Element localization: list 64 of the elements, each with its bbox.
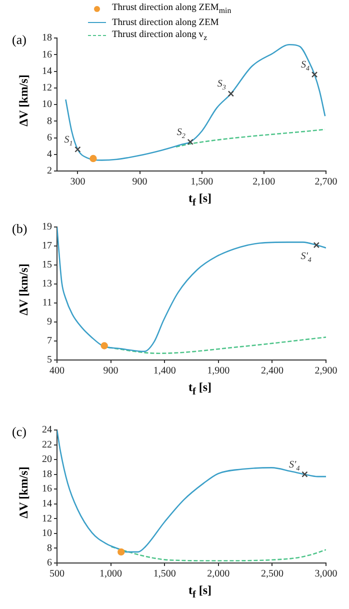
x-tick-label: 2,500 xyxy=(260,568,284,580)
y-axis-title: ΔV [km/s] xyxy=(16,263,32,315)
y-tick-label: 24 xyxy=(42,424,52,436)
y-tick-label: 8 xyxy=(47,116,52,127)
point xyxy=(187,138,194,145)
x-tick-label: 1,000 xyxy=(100,568,122,580)
y-tick-label: 4 xyxy=(47,149,52,160)
y-axis-title: ΔV [km/s] xyxy=(16,466,32,518)
y-tick-label: 18 xyxy=(42,32,52,44)
x-tick-label: 2,100 xyxy=(252,176,276,188)
line-series xyxy=(65,44,326,161)
y-tick-label: 10 xyxy=(42,528,52,540)
y-tick-label: 11 xyxy=(42,298,52,309)
y-tick-label: 16 xyxy=(42,484,52,495)
legend-label: Thrust direction along v$_{z}$ xyxy=(112,28,208,44)
point xyxy=(311,72,318,78)
chart-title: (a) xyxy=(12,32,26,48)
x-tick-label: 2,900 xyxy=(314,366,338,377)
y-tick-label: 20 xyxy=(42,454,52,466)
y-tick-label: 2 xyxy=(47,166,52,177)
y-tick-label: 12 xyxy=(42,513,52,524)
x-tick-label: 1,500 xyxy=(153,568,176,580)
x-tick-label: 900 xyxy=(103,366,118,377)
y-tick-label: 13 xyxy=(42,278,52,290)
x-axis-title: t$_{f}$ [s] xyxy=(188,191,212,208)
y-tick-label: 17 xyxy=(42,240,52,252)
line-series xyxy=(57,227,326,352)
y-tick-label: 12 xyxy=(42,82,52,94)
x-tick-label: 500 xyxy=(50,568,64,580)
x-tick-label: 2,400 xyxy=(260,366,284,377)
point xyxy=(74,146,81,152)
chart-title: (b) xyxy=(12,221,28,237)
x-axis-title: t$_{f}$ [s] xyxy=(188,380,212,398)
point xyxy=(90,154,97,162)
point xyxy=(228,90,234,97)
x-tick-label: 2,000 xyxy=(207,568,230,580)
x-axis-title: t$_{f}$ [s] xyxy=(188,583,212,600)
x-tick-label: 900 xyxy=(132,176,148,188)
x-tick-label: 1,400 xyxy=(153,366,176,377)
y-tick-label: 6 xyxy=(47,132,52,144)
y-tick-label: 6 xyxy=(47,558,52,569)
y-tick-label: 19 xyxy=(42,222,52,233)
x-tick-label: 300 xyxy=(70,176,86,188)
x-tick-label: 1,500 xyxy=(190,176,214,188)
y-tick-label: 18 xyxy=(42,468,52,480)
x-tick-label: 2,700 xyxy=(314,176,338,188)
line-series xyxy=(110,546,326,562)
y-tick-label: 7 xyxy=(47,336,52,347)
y-tick-label: 16 xyxy=(42,49,52,60)
y-tick-label: 5 xyxy=(47,354,52,366)
y-tick-label: 10 xyxy=(42,99,52,110)
y-tick-label: 14 xyxy=(42,66,52,77)
x-tick-label: 3,000 xyxy=(314,568,338,580)
x-tick-label: 400 xyxy=(50,366,64,377)
chart-title: (c) xyxy=(12,424,26,440)
y-tick-label: 22 xyxy=(42,439,52,450)
legend-label: Thrust direction along ZEM$_{min}$ xyxy=(112,2,232,17)
y-tick-label: 15 xyxy=(42,260,52,271)
y-axis-title: ΔV [km/s] xyxy=(16,74,32,126)
x-tick-label: 1,900 xyxy=(207,366,230,377)
legend-label: Thrust direction along ZEM xyxy=(112,16,219,29)
y-tick-label: 14 xyxy=(42,498,52,510)
y-tick-label: 9 xyxy=(47,316,52,328)
y-tick-label: 8 xyxy=(47,542,52,554)
